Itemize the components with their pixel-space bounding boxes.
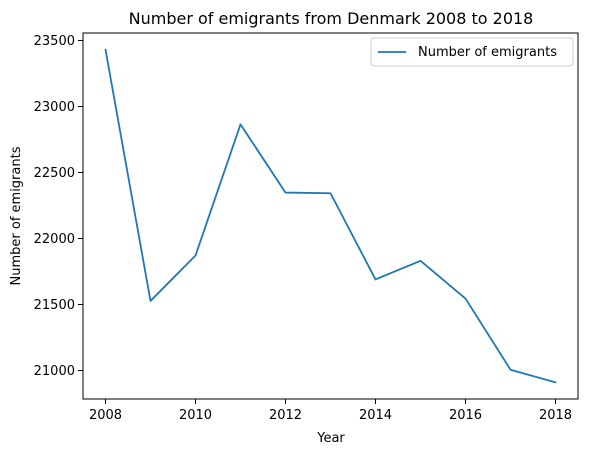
series-line: [104, 48, 557, 384]
legend-box: [370, 37, 574, 67]
y-tick-label: 22500: [34, 166, 75, 181]
chart-title: Number of emigrants from Denmark 2008 to…: [129, 9, 534, 28]
x-tick-label: 2016: [449, 408, 482, 423]
plot-area: [82, 32, 579, 400]
x-tick-label: 2008: [89, 408, 122, 423]
x-tick-label: 2012: [269, 408, 302, 423]
x-axis-label: Year: [316, 431, 345, 446]
x-tick-label: 2010: [179, 408, 212, 423]
y-tick-label: 21000: [34, 364, 75, 379]
plot-frame: [82, 32, 579, 400]
y-axis: 21000 21500 22000 22500 23000 23500: [34, 34, 83, 379]
y-axis-label: Number of emigrants: [9, 146, 24, 285]
x-axis: 2008 2010 2012 2014 2016 2018: [89, 399, 572, 423]
legend-label: Number of emigrants: [418, 45, 557, 60]
series-layer: [104, 48, 557, 384]
legend: Number of emigrants: [370, 37, 574, 67]
y-tick-label: 23500: [34, 34, 75, 49]
x-tick-label: 2014: [359, 408, 392, 423]
y-tick-label: 21500: [34, 298, 75, 313]
x-tick-label: 2018: [539, 408, 572, 423]
y-tick-label: 22000: [34, 232, 75, 247]
y-tick-label: 23000: [34, 100, 75, 115]
